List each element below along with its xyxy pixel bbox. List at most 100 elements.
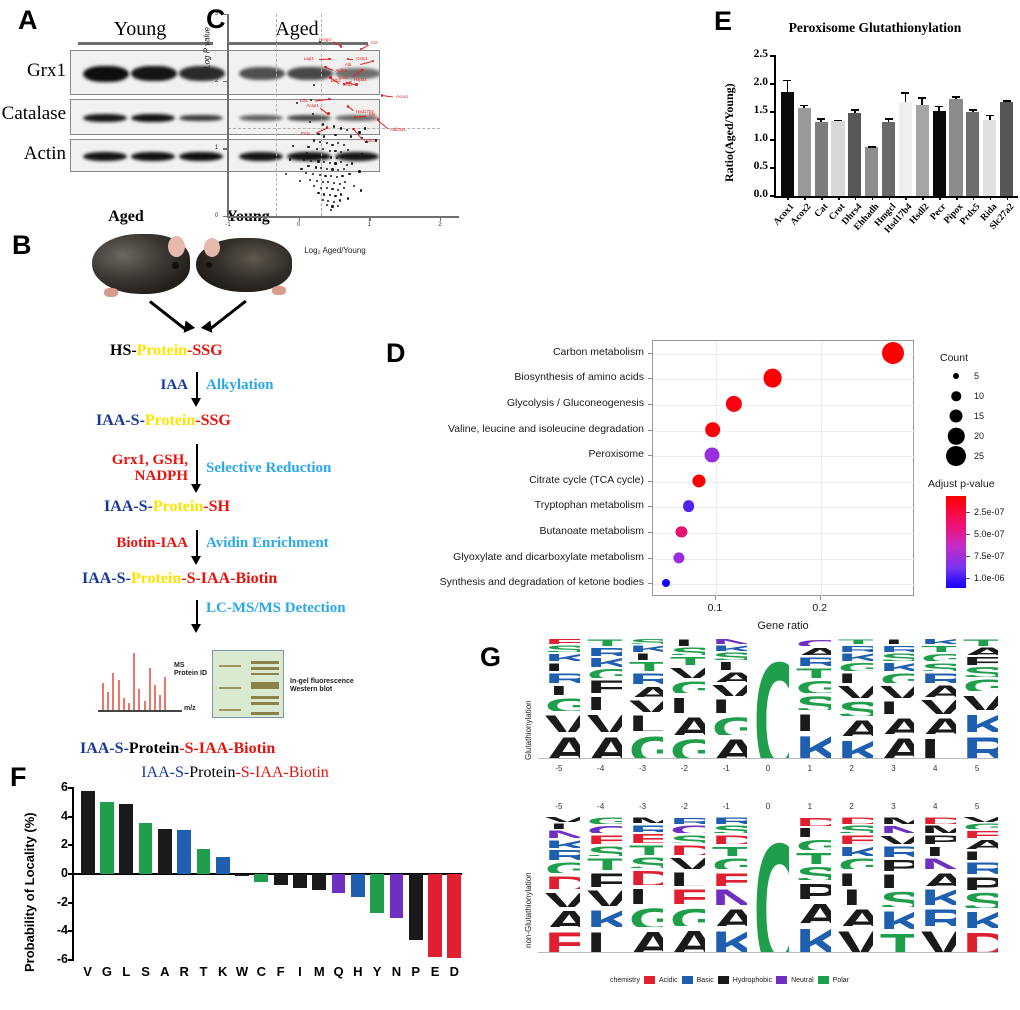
volcano-leader-line: [352, 69, 363, 77]
volcano-point: [323, 135, 326, 138]
volcano-gene-label: Aldh3a1: [389, 126, 406, 132]
volcano-point: [369, 155, 372, 158]
pvalue-legend-title: Adjust p-value: [928, 478, 995, 490]
logo-letter-R: R: [873, 644, 914, 652]
gel-band: [251, 702, 279, 705]
dotplot-dot: [704, 447, 720, 463]
volcano-point: [337, 204, 340, 207]
volcano-point-significant: [346, 104, 350, 108]
logo-letter-T: T: [789, 850, 831, 864]
volcano-yaxis: [227, 14, 229, 218]
volcano-point: [332, 200, 336, 203]
blot-band: [83, 152, 127, 161]
pvalue-colorbar: [946, 496, 966, 588]
volcano-gene-label: Bdh2: [330, 77, 341, 83]
chem-label-neutral: Neutral: [791, 976, 814, 984]
panel-f-bar: [215, 856, 230, 874]
volcano-gene-label: Mdh2: [363, 138, 375, 144]
chem-label-hydrophobic: Hydrophobic: [732, 976, 773, 984]
logo-letter-K: K: [538, 652, 580, 661]
dotplot-dot: [704, 421, 721, 438]
volcano-leader-line: [325, 67, 333, 71]
logo-letter-A: A: [663, 926, 705, 952]
panel-e-xtick: [871, 196, 874, 200]
volcano-point: [361, 152, 364, 156]
ms-peak: [122, 698, 125, 710]
workflow-step-label-3: Avidin Enrichment: [206, 535, 329, 551]
logo-letter-G: G: [705, 856, 747, 870]
panel-e-letter: E: [714, 6, 732, 36]
logo-letter-A: A: [789, 646, 831, 655]
panel-e-errorbar-cap: [800, 104, 809, 107]
logo-column: LAVARSGTK: [914, 638, 956, 758]
blot-band: [83, 114, 127, 122]
logo-letter-A: A: [622, 684, 663, 698]
logo-letter-L: L: [789, 710, 831, 731]
logo-letter-A: A: [831, 716, 873, 736]
dotplot-dot: [882, 341, 905, 364]
chemistry-legend: chemistry Acidic Basic Hydrophobic Neutr…: [610, 976, 849, 984]
panel-e-errorbar-cap: [952, 96, 960, 98]
logo-column: KASVLGKRT: [831, 638, 873, 758]
volcano-xtick-label: 2: [438, 222, 442, 228]
panel-e-errorbar-cap: [817, 118, 826, 120]
panel-e-yaxis: [774, 56, 776, 197]
volcano-xtick-label: 1: [367, 222, 371, 228]
workflow-node-1: IAA-S-Protein-SSG: [96, 412, 231, 430]
logo-letter-T: T: [663, 655, 705, 665]
node3-part1: Protein: [130, 570, 182, 587]
panel-c-letter: C: [206, 4, 225, 34]
volcano-point: [318, 140, 321, 144]
volcano-leader-line: [381, 95, 394, 98]
logo-letter-A: A: [538, 732, 580, 758]
logo-letter-N: N: [705, 638, 747, 644]
logo-letter-I: I: [716, 659, 736, 670]
gel-band: [251, 712, 279, 715]
volcano-gene-label: Gsto1: [356, 56, 368, 62]
logo-letter-L: L: [705, 696, 747, 713]
mouse-ear-aged: [168, 236, 185, 257]
logo-letter-D: D: [914, 816, 956, 824]
volcano-leader-line: [377, 119, 388, 129]
volcano-point-significant: [325, 126, 329, 130]
panel-e-bar: [780, 92, 794, 196]
blot-band: [239, 67, 285, 80]
panel-b-letter: B: [12, 230, 31, 260]
volcano-ytick-label: 3: [214, 10, 219, 17]
logo-letter-D: D: [956, 928, 998, 952]
volcano-point: [352, 185, 355, 188]
workflow-footer: IAA-S-Protein-S-IAA-Biotin: [80, 740, 276, 757]
logo-letter-V: V: [538, 711, 580, 733]
volcano-point: [324, 174, 327, 177]
logo-column: KANEGTDSR: [705, 816, 747, 952]
logo-letter-V: V: [831, 926, 873, 952]
volcano-point-significant: [324, 65, 327, 69]
volcano-point: [321, 123, 324, 126]
panel-e-bar: [848, 112, 862, 196]
logo-letter-D: D: [622, 868, 663, 884]
blot-actin: [70, 139, 380, 172]
workflow-arrow-3: [196, 530, 198, 558]
volcano-point: [306, 152, 309, 155]
logo-letter-F: F: [580, 870, 622, 887]
panel-c-volcano-plot: C -Log P value 0 1 2 3 -1 0 1 2 Hmgcl Cct Lap3 Gsto…: [200, 0, 459, 270]
volcano-xtick: [298, 216, 301, 221]
volcano-gene-label: Hsd17b4: [356, 109, 374, 115]
volcano-point: [337, 169, 340, 172]
volcano-point: [334, 150, 337, 153]
gel-caption: In-gel fluorescence Western blot: [290, 678, 354, 694]
volcano-point: [342, 187, 345, 190]
panel-f-bar: [350, 874, 365, 897]
panel-d-pathway-dotplot: D Carbon metabolism Biosynthesis of amino…: [380, 330, 1020, 632]
ms-axis-label: m/z: [184, 705, 196, 712]
panel-f-ytick: [68, 787, 74, 789]
dotplot-category-label: Citrate cycle (TCA cycle): [529, 473, 644, 486]
logo-letter-E: E: [538, 927, 580, 952]
logo-letter-N: N: [914, 856, 956, 870]
panel-e-errorbar: [854, 109, 856, 113]
panel-e-xtick: [787, 196, 789, 200]
volcano-gene-label: Acaa1: [306, 102, 319, 108]
logo-letter-L: L: [831, 671, 873, 684]
workflow-arrow-4: [196, 600, 198, 626]
logo-letter-A: A: [580, 732, 622, 758]
